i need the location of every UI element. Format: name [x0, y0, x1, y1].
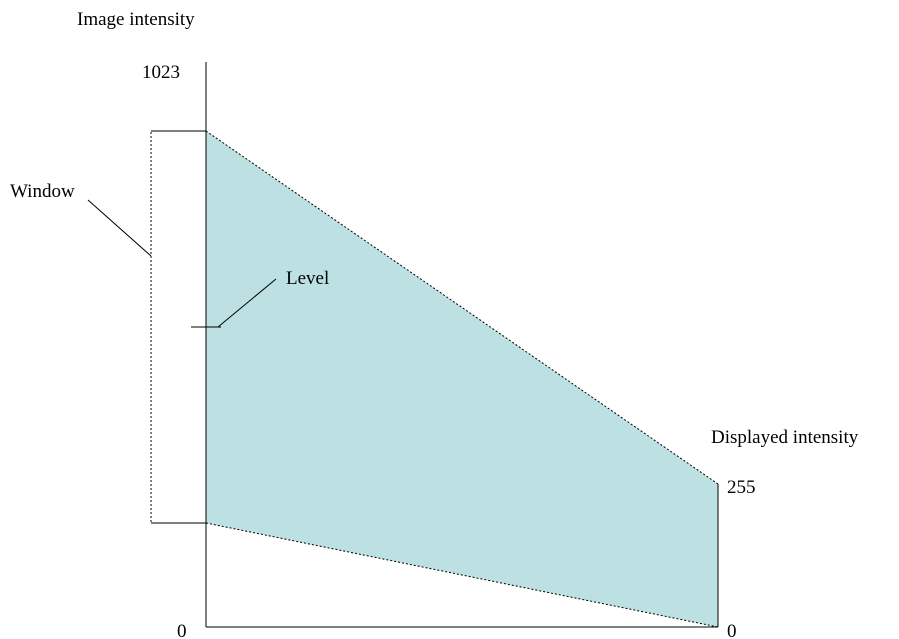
displayed-intensity-min-label: 0: [727, 621, 737, 639]
image-intensity-title: Image intensity: [77, 9, 195, 30]
image-intensity-max-label: 1023: [142, 62, 180, 83]
window-bottom-mapping-line: [205, 522, 719, 628]
window-label: Window: [10, 181, 75, 202]
displayed-intensity-max-label: 255: [727, 477, 756, 498]
level-leader-line: [217, 278, 277, 328]
level-label: Level: [286, 268, 329, 289]
window-leader-line: [87, 199, 152, 257]
image-intensity-min-label: 0: [177, 621, 187, 639]
intensity-mapping-region: [206, 131, 718, 627]
displayed-intensity-title: Displayed intensity: [711, 427, 859, 448]
